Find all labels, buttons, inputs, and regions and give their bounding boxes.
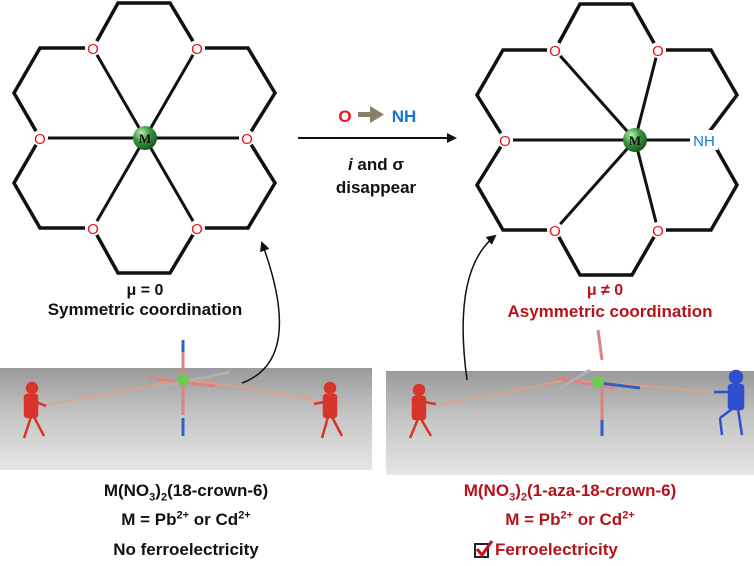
oxygen-label: O — [241, 131, 253, 148]
ring-bond — [11, 137, 93, 230]
red-figure-icon — [408, 383, 437, 439]
coordination-bonds — [505, 49, 690, 231]
left-caption: Symmetric coordination — [47, 300, 243, 319]
coordination-bonds — [40, 47, 247, 229]
molecule-model-icon — [149, 340, 231, 436]
ring-bond — [658, 147, 740, 232]
red-figure-icon — [313, 381, 344, 439]
oxygen-label: O — [87, 41, 99, 58]
left-curved-arrow — [241, 241, 281, 384]
right-tug-panel — [386, 371, 754, 475]
left-dipole-label: μ = 0 — [126, 282, 164, 299]
right-curved-arrow — [462, 234, 497, 381]
oxygen-label: O — [549, 223, 561, 240]
oxygen-label: O — [652, 43, 664, 60]
ring-bond — [197, 137, 278, 230]
checkbox-checked-icon — [474, 540, 494, 558]
left-property: No ferroelectricity — [113, 540, 259, 559]
oxygen-label: O — [191, 41, 203, 58]
left-compound-formula: M(NO3)2(18-crown-6) — [103, 481, 269, 504]
right-property: Ferroelectricity — [495, 540, 618, 559]
left-tug-of-war-illustration — [22, 340, 344, 439]
molecule-model-icon — [554, 329, 641, 436]
ring-bond — [474, 48, 555, 141]
left-crown-ether — [11, 1, 278, 275]
oxygen-label: O — [87, 221, 99, 238]
to-atom-label: NH — [392, 107, 417, 126]
ring-bond — [553, 2, 660, 51]
right-metal-line: M = Pb2+ or Cd2+ — [505, 509, 635, 529]
ring-bond — [91, 1, 199, 49]
left-metal-atom: M — [133, 126, 157, 150]
right-aza-crown-ether — [474, 2, 740, 277]
metal-label: M — [139, 131, 151, 146]
ring-bond — [197, 46, 278, 139]
right-caption: Asymmetric coordination — [507, 302, 713, 321]
ring-bond — [91, 227, 199, 275]
from-atom-label: O — [338, 107, 351, 126]
reaction-arrow: O NH i and σ disappear — [298, 106, 457, 197]
right-compound-formula: M(NO3)2(1-aza-18-crown-6) — [463, 481, 677, 504]
right-tug-of-war-illustration — [408, 329, 745, 439]
substitution-arrow-icon — [358, 106, 384, 123]
ring-bond — [553, 229, 660, 277]
oxygen-label: O — [652, 223, 664, 240]
ring-bond — [474, 139, 555, 232]
symmetry-condition: i and σ — [348, 155, 404, 174]
right-donor-atoms: O O O O O NH — [497, 42, 718, 240]
left-oxygen-atoms: O O O O O O — [32, 40, 255, 238]
ring-bond — [658, 48, 740, 142]
nh-label: NH — [693, 133, 715, 150]
oxygen-label: O — [549, 43, 561, 60]
left-metal-line: M = Pb2+ or Cd2+ — [121, 509, 251, 529]
right-dipole-label: μ ≠ 0 — [586, 282, 624, 299]
oxygen-label: O — [191, 221, 203, 238]
oxygen-label: O — [499, 133, 511, 150]
ring-bond — [11, 46, 93, 139]
oxygen-label: O — [34, 131, 46, 148]
metal-label: M — [629, 133, 641, 148]
red-figure-icon — [22, 381, 47, 439]
right-metal-atom: M — [623, 128, 647, 152]
blue-figure-icon — [714, 369, 745, 436]
symmetry-condition-line2: disappear — [336, 178, 417, 197]
